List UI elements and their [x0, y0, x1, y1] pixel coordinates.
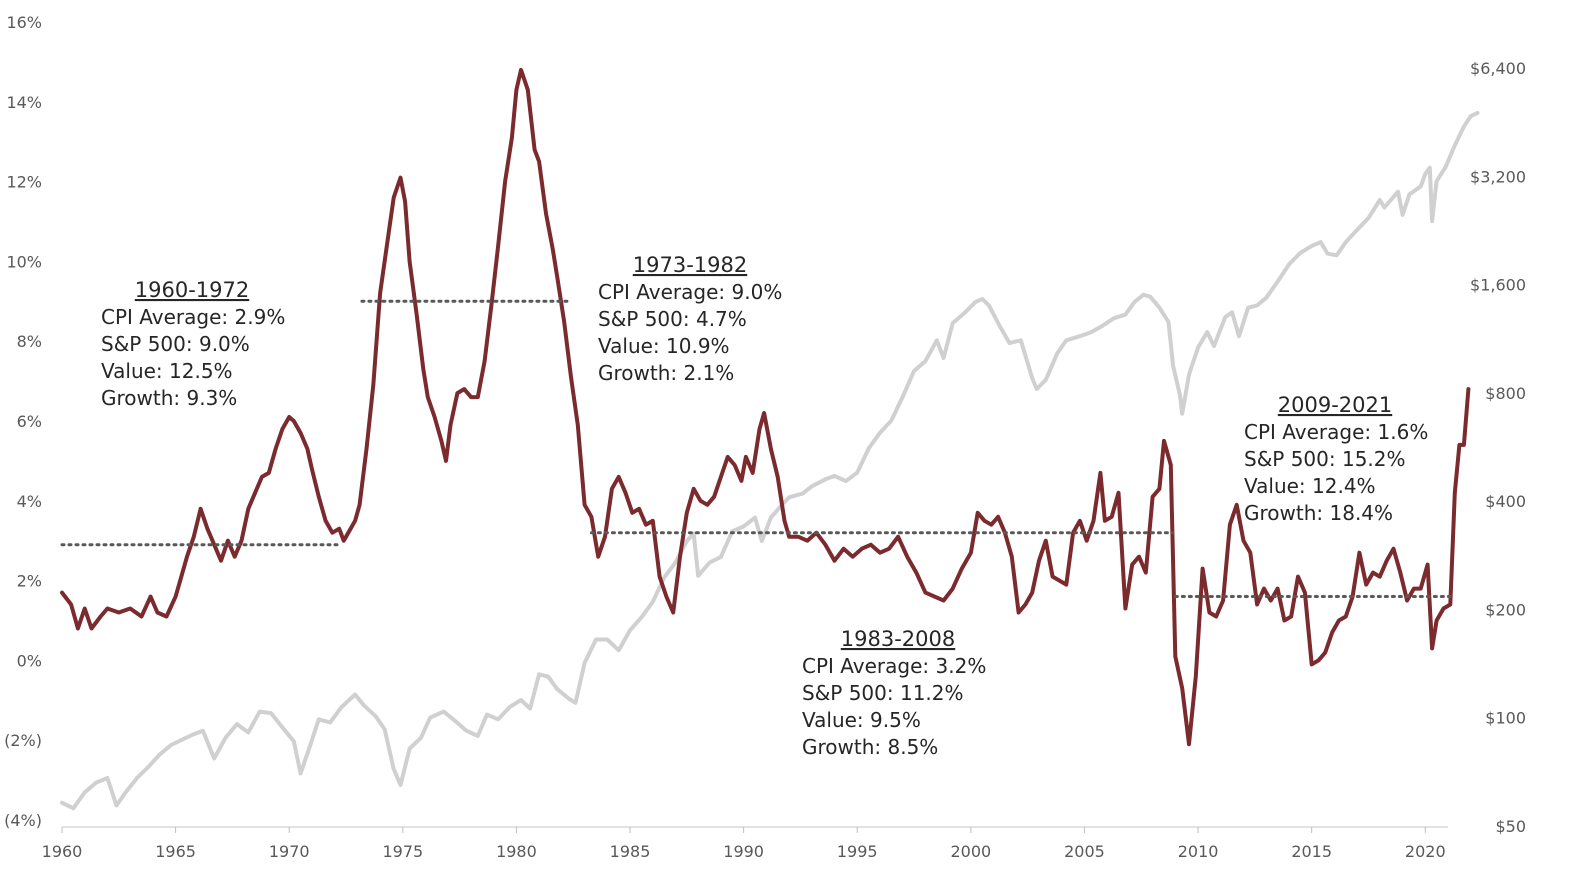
y-right-tick-label: $100 [1485, 709, 1526, 728]
y-left-tick-label: 14% [6, 93, 42, 112]
annotation-line: Growth: 18.4% [1244, 501, 1393, 525]
annotation-line: Growth: 8.5% [802, 735, 938, 759]
x-tick-label: 1975 [382, 842, 423, 861]
axes-layer: 1960 1965 1970 1975 1980 1985 1990 1995 2000 2005… [4, 13, 1526, 861]
y-left-tick-label: 6% [17, 412, 42, 431]
x-tick-label: 2010 [1178, 842, 1219, 861]
x-tick-label: 1980 [496, 842, 537, 861]
y-right-tick-label: $800 [1485, 384, 1526, 403]
annotation-1960-1972: 1960-1972 CPI Average: 2.9% S&P 500: 9.0% V… [101, 278, 285, 410]
x-tick-label: 2015 [1291, 842, 1332, 861]
reference-lines-layer [60, 299, 1457, 599]
annotation-line: Growth: 2.1% [598, 361, 734, 385]
y-left-tick-label: 0% [17, 651, 42, 670]
annotation-line: Growth: 9.3% [101, 386, 237, 410]
x-tick-label: 1990 [723, 842, 764, 861]
annotation-line: Value: 12.5% [101, 359, 233, 383]
annotation-title: 1960-1972 [135, 278, 249, 302]
annotation-line: S&P 500: 4.7% [598, 307, 747, 331]
y-left-tick-label: 8% [17, 332, 42, 351]
sp500-series-layer [60, 110, 1480, 811]
y-left-tick-label: 12% [6, 173, 42, 192]
annotation-line: CPI Average: 2.9% [101, 305, 285, 329]
y-right-tick-label: $50 [1495, 817, 1526, 836]
y-right-tick-label: $1,600 [1470, 276, 1526, 295]
x-tick-label: 1995 [837, 842, 878, 861]
x-tick-label: 2020 [1405, 842, 1446, 861]
x-tick-label: 2000 [950, 842, 991, 861]
y-left-tick-label: (4%) [4, 811, 42, 830]
annotation-line: CPI Average: 9.0% [598, 280, 782, 304]
cpi-series-layer [60, 67, 1471, 747]
y-left-tick-label: 4% [17, 492, 42, 511]
annotation-line: CPI Average: 1.6% [1244, 420, 1428, 444]
cpi-line [60, 67, 1471, 747]
x-tick-label: 1970 [269, 842, 310, 861]
x-tick-label: 1960 [42, 842, 83, 861]
annotation-line: S&P 500: 11.2% [802, 681, 964, 705]
y-right-tick-label: $6,400 [1470, 59, 1526, 78]
annotation-title: 1983-2008 [841, 627, 955, 651]
y-right-tick-label: $3,200 [1470, 167, 1526, 186]
annotation-1973-1982: 1973-1982 CPI Average: 9.0% S&P 500: 4.7% V… [598, 253, 782, 385]
sp500-line [60, 110, 1480, 811]
x-tick-label: 2005 [1064, 842, 1105, 861]
annotation-2009-2021: 2009-2021 CPI Average: 1.6% S&P 500: 15.2%… [1244, 393, 1428, 525]
y-left-tick-label: (2%) [4, 731, 42, 750]
annotation-line: Value: 12.4% [1244, 474, 1376, 498]
y-right-tick-label: $200 [1485, 600, 1526, 619]
y-left-tick-label: 2% [17, 572, 42, 591]
y-left-tick-label: 16% [6, 13, 42, 32]
annotation-line: S&P 500: 9.0% [101, 332, 250, 356]
annotation-line: S&P 500: 15.2% [1244, 447, 1406, 471]
y-left-tick-label: 10% [6, 252, 42, 271]
x-tick-label: 1985 [610, 842, 651, 861]
annotation-line: Value: 9.5% [802, 708, 921, 732]
y-right-tick-label: $400 [1485, 492, 1526, 511]
x-tick-label: 1965 [155, 842, 196, 861]
annotation-title: 1973-1982 [633, 253, 747, 277]
annotation-1983-2008: 1983-2008 CPI Average: 3.2% S&P 500: 11.2%… [802, 627, 986, 759]
annotation-line: CPI Average: 3.2% [802, 654, 986, 678]
annotations-layer: 1960-1972 CPI Average: 2.9% S&P 500: 9.0% V… [101, 253, 1428, 759]
annotation-line: Value: 10.9% [598, 334, 730, 358]
annotation-title: 2009-2021 [1278, 393, 1392, 417]
